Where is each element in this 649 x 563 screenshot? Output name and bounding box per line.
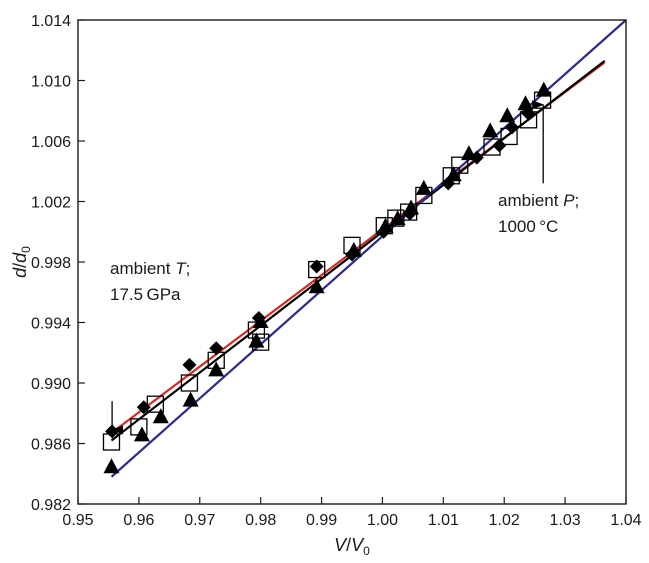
data-point-filled-triangle-11 [403,199,420,215]
data-point-filled-triangle-7 [308,278,325,294]
data-point-filled-triangle-5 [248,332,265,348]
x-tick-label: 0.99 [306,512,337,529]
y-tick-label: 1.002 [31,195,71,212]
x-tick-label: 1.03 [550,512,581,529]
y-tick-label: 1.010 [31,74,71,91]
annotation-line2-1: 1000 °C [498,217,558,236]
data-point-filled-triangle-3 [182,391,199,407]
data-point-filled-diamond-12 [505,120,520,135]
axis-ticks: 0.95 0.96 0.97 0.98 0.99 1.00 1.01 1.02 1.03 1.04… [31,13,642,529]
y-tick-label: 1.014 [31,13,71,30]
data-point-filled-triangle-9 [377,217,394,233]
data-point-filled-diamond-13 [521,106,536,121]
data-points [102,81,552,474]
data-point-filled-triangle-13 [445,166,462,182]
data-point-filled-triangle-18 [535,81,552,97]
x-tick-label: 1.02 [489,512,520,529]
data-point-filled-triangle-1 [133,426,150,442]
data-point-filled-diamond-2 [182,357,197,372]
x-tick-label: 0.98 [245,512,276,529]
data-point-filled-triangle-10 [389,210,406,226]
data-point-filled-triangle-4 [208,361,225,377]
annotation-line1-1: ambient P; [498,191,579,210]
data-point-filled-triangle-15 [482,122,499,138]
y-axis-title: d/d0 [10,246,33,278]
data-point-open-square-10 [387,209,405,227]
x-tick-label: 0.96 [123,512,154,529]
x-tick-label: 1.01 [428,512,459,529]
annotations: ambient T; 17.5 GPa ambient P; 1000 °C [110,100,579,435]
data-point-filled-triangle-0 [103,458,120,474]
data-point-filled-triangle-6 [252,312,269,328]
data-point-filled-triangle-16 [499,107,516,123]
data-point-filled-diamond-11 [492,138,507,153]
y-tick-label: 0.986 [31,437,71,454]
data-point-filled-diamond-1 [136,400,151,415]
y-tick-label: 0.994 [31,316,71,333]
data-point-filled-triangle-2 [152,408,169,424]
data-point-filled-triangle-14 [460,145,477,161]
annotation-line1-0: ambient T; [110,259,190,278]
y-tick-label: 1.006 [31,134,71,151]
x-tick-label: 0.95 [62,512,93,529]
data-point-filled-diamond-5 [309,259,324,274]
y-tick-label: 0.982 [31,497,71,514]
data-point-open-square-14 [451,156,469,174]
fit-lines [110,19,627,478]
fit-line-2 [110,19,627,478]
data-point-filled-triangle-8 [345,241,362,257]
data-point-filled-triangle-12 [415,179,432,195]
y-tick-label: 0.998 [31,255,71,272]
x-tick-label: 1.04 [610,512,641,529]
data-point-open-square-3 [180,374,199,392]
data-point-filled-diamond-3 [209,341,224,356]
x-tick-label: 1.00 [367,512,398,529]
x-tick-label: 0.97 [184,512,215,529]
annotation-line2-0: 17.5 GPa [110,285,181,304]
x-axis-title: V/V0 [334,535,370,558]
data-point-filled-triangle-17 [517,95,534,111]
y-tick-label: 0.990 [31,376,71,393]
